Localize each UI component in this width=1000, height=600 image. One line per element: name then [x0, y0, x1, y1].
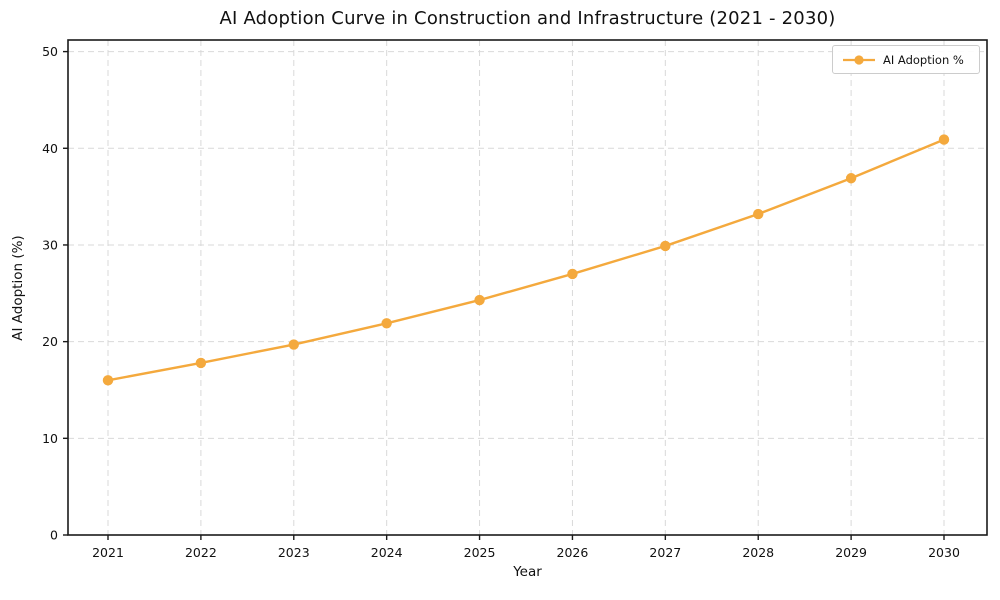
legend-line-marker-icon [843, 54, 875, 65]
x-tick-label: 2027 [649, 545, 681, 560]
chart-title: AI Adoption Curve in Construction and In… [219, 8, 836, 29]
x-tick-label: 2021 [92, 545, 124, 560]
y-tick-label: 50 [42, 44, 58, 59]
data-point [660, 240, 671, 252]
x-tick-label: 2030 [928, 545, 960, 560]
data-point [102, 375, 114, 386]
x-tick-label: 2026 [557, 545, 589, 560]
y-tick-label: 40 [42, 141, 58, 156]
y-axis-label: AI Adoption (%) [10, 235, 26, 341]
data-point [195, 357, 207, 369]
data-point [381, 318, 392, 329]
data-point [938, 134, 950, 145]
x-tick-label: 2023 [278, 545, 310, 560]
y-tick-label: 30 [42, 237, 58, 252]
x-axis-label: Year [513, 564, 542, 580]
axes-frame [67, 39, 988, 536]
x-tick-label: 2029 [835, 545, 867, 560]
x-tick-label: 2022 [185, 545, 217, 560]
data-point [567, 268, 578, 280]
x-tick-label: 2025 [464, 545, 496, 560]
x-tick-label: 2028 [742, 545, 774, 560]
data-point [753, 208, 764, 220]
legend: AI Adoption % [832, 45, 980, 74]
y-tick-label: 10 [42, 431, 58, 446]
data-point [474, 294, 485, 306]
y-tick-label: 20 [42, 334, 58, 349]
y-tick-label: 0 [50, 528, 58, 543]
series-line [106, 138, 946, 382]
legend-label: AI Adoption % [883, 52, 964, 67]
data-point [288, 339, 299, 350]
data-point [845, 173, 857, 184]
x-tick-label: 2024 [371, 545, 403, 560]
